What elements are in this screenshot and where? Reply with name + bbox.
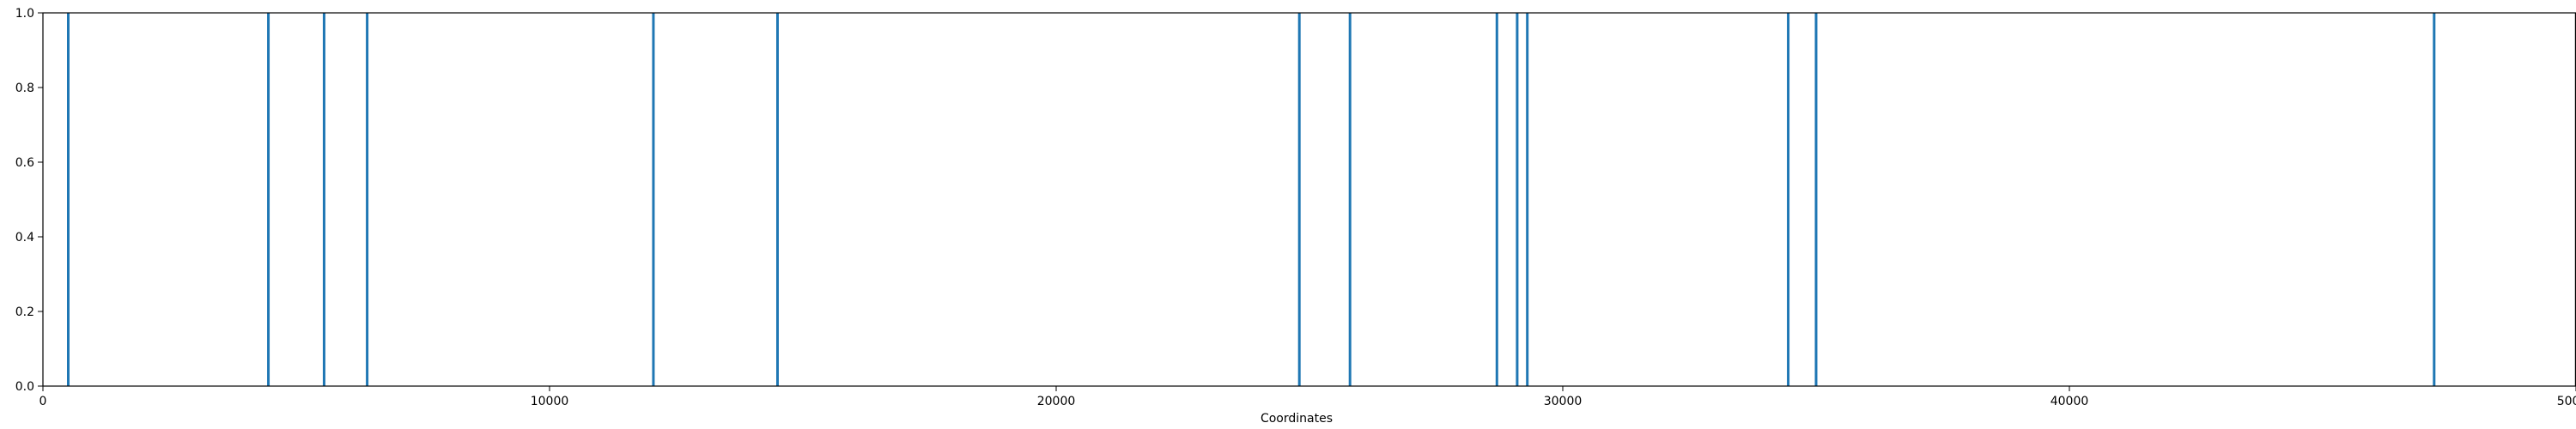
x-tick-label: 0 — [39, 395, 47, 408]
y-tick-label: 0.8 — [15, 82, 34, 95]
bar — [1526, 13, 1529, 386]
bar — [1348, 13, 1352, 386]
y-tick-label: 0.4 — [15, 231, 34, 245]
plot-area — [43, 13, 2576, 386]
x-tick-label: 10000 — [531, 395, 569, 408]
bar — [267, 13, 270, 386]
y-tick-label: 0.6 — [15, 156, 34, 170]
bars-layer — [67, 13, 2436, 386]
bar — [2433, 13, 2436, 386]
ticks-layer: 0 10000 20000 30000 40000 50000 0.0 0.2 0.4 0.6 0.… — [15, 7, 2576, 408]
bar — [652, 13, 655, 386]
bar — [366, 13, 369, 386]
y-tick-label: 0.0 — [15, 380, 34, 394]
x-tick-label: 40000 — [2050, 395, 2089, 408]
bar — [322, 13, 325, 386]
bar — [1787, 13, 1790, 386]
x-axis-label: Coordinates — [1261, 412, 1333, 426]
bar — [1297, 13, 1301, 386]
bar — [1516, 13, 1519, 386]
bar — [1495, 13, 1498, 386]
x-tick-label: 30000 — [1544, 395, 1583, 408]
plot-frame — [42, 12, 2576, 387]
bar — [776, 13, 779, 386]
bar — [67, 13, 70, 386]
y-tick-label: 0.2 — [15, 305, 34, 319]
y-tick-label: 1.0 — [15, 7, 34, 21]
x-tick-label: 50000 — [2557, 395, 2576, 408]
bar — [1814, 13, 1818, 386]
x-tick-label: 20000 — [1037, 395, 1076, 408]
